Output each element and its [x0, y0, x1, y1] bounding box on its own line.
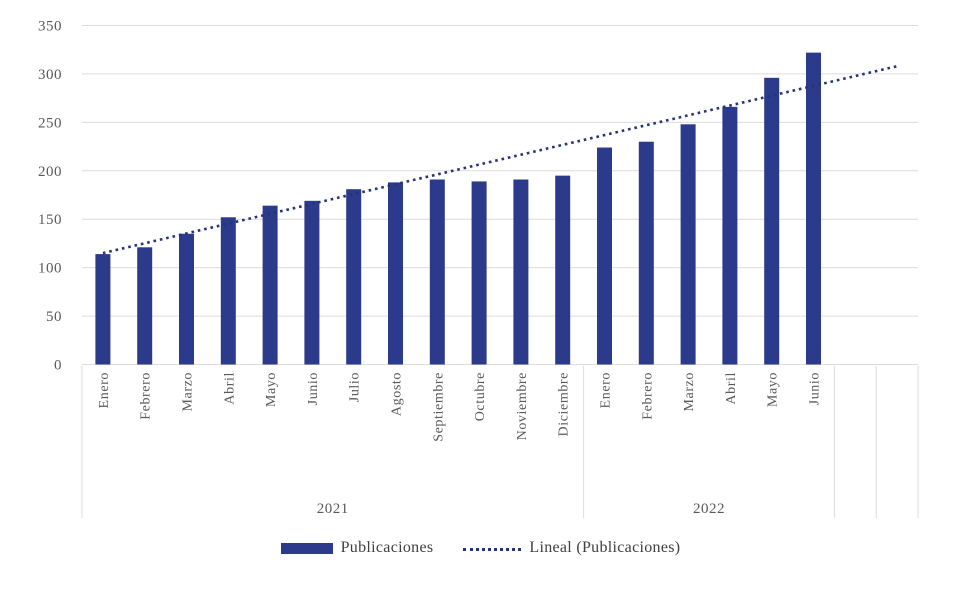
y-axis-tick-label: 150: [38, 212, 62, 228]
x-axis-month-label: Enero: [599, 372, 614, 408]
x-axis-month-label: Junio: [306, 372, 321, 405]
bar-mayo-2021: [262, 205, 278, 365]
x-axis-month-label: Agosto: [390, 372, 405, 416]
bar-marzo-2021: [179, 233, 194, 365]
y-axis-tick-label: 0: [54, 358, 62, 374]
bar-febrero-2022: [638, 141, 654, 365]
legend-item-publicaciones: Publicaciones: [280, 539, 434, 557]
trendline-swatch: [463, 547, 522, 551]
x-axis-year-label: 2022: [693, 501, 725, 517]
x-axis-month-label: Marzo: [181, 372, 196, 412]
bar-agosto-2021: [388, 182, 403, 365]
bar-octubre-2021: [471, 181, 487, 365]
y-axis-tick-label: 200: [38, 164, 62, 180]
bar-noviembre-2021: [513, 179, 529, 365]
bar-julio-2021: [346, 189, 362, 365]
bar-marzo-2022: [680, 124, 696, 365]
x-axis-month-label: Febrero: [139, 372, 154, 420]
bar-series-swatch: [280, 542, 333, 554]
bar-septiembre-2021: [429, 179, 445, 365]
y-axis-tick-label: 300: [38, 67, 62, 83]
x-axis-month-label: Octubre: [473, 372, 488, 421]
x-axis-month-label: Diciembre: [557, 372, 572, 436]
y-axis-tick-label: 100: [38, 261, 62, 277]
legend-label-lineal: Lineal (Publicaciones): [529, 539, 681, 556]
x-axis-month-label: Enero: [97, 372, 112, 408]
x-axis-month-label: Febrero: [640, 372, 655, 420]
bar-enero-2021: [95, 254, 111, 365]
x-axis-month-label: Mayo: [264, 372, 279, 407]
bar-abril-2021: [220, 217, 236, 365]
bar-enero-2022: [597, 147, 612, 365]
x-axis-month-label: Julio: [348, 372, 363, 402]
y-axis-tick-label: 250: [38, 115, 62, 131]
legend-label-publicaciones: Publicaciones: [340, 539, 434, 556]
x-axis-month-label: Abril: [222, 372, 237, 405]
legend-item-lineal: Lineal (Publicaciones): [463, 539, 680, 557]
bar-chart-canvas: 0 50 100 150 200 250 300 350 Enero Febrero Marzo Ab…: [38, 19, 919, 518]
x-axis-month-label: Marzo: [682, 372, 697, 412]
x-axis-year-label: 2021: [317, 501, 349, 517]
bar-junio-2021: [304, 200, 320, 365]
bar-febrero-2021: [137, 247, 153, 365]
bar-diciembre-2021: [555, 175, 571, 365]
x-axis-month-label: Mayo: [766, 372, 781, 407]
y-axis-tick-label: 50: [46, 309, 62, 325]
x-axis-month-label: Noviembre: [515, 372, 530, 440]
x-axis-month-label: Septiembre: [431, 372, 446, 442]
bar-junio-2022: [806, 52, 821, 365]
y-axis-tick-label: 350: [38, 19, 62, 35]
x-axis-month-label: Junio: [808, 372, 823, 405]
x-axis-month-label: Abril: [724, 372, 739, 405]
chart-legend: Publicaciones Lineal (Publicaciones): [0, 539, 961, 557]
bar-abril-2022: [722, 106, 738, 365]
bar-mayo-2022: [764, 77, 780, 365]
